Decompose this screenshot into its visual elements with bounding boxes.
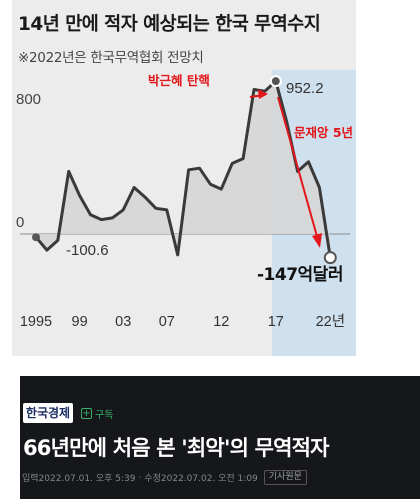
chart-subtitle: ※2022년은 한국무역협회 전망치 <box>18 50 204 66</box>
x-tick-2003: 03 <box>115 314 131 330</box>
series-area <box>36 81 331 258</box>
annotation-impeachment: 박근혜 탄핵 <box>148 73 210 88</box>
article-meta: 입력2022.07.01. 오후 5:39 · 수정2022.07.02. 오전… <box>22 470 307 485</box>
label-last-value: -147억달러 <box>257 264 343 285</box>
y-tick-0: 0 <box>16 214 24 231</box>
edit-date: 수정2022.07.02. 오전 1:09 <box>144 474 258 484</box>
x-tick-2022: 22년 <box>316 313 345 330</box>
label-max-value: 952.2 <box>286 80 324 97</box>
press-logo[interactable]: 한국경제 <box>23 403 73 423</box>
original-article-button[interactable]: 기사원문 <box>263 470 307 485</box>
label-min-value: -100.6 <box>66 242 109 259</box>
x-tick-1999: 99 <box>72 314 88 330</box>
meta-separator: · <box>138 472 142 483</box>
input-date: 입력2022.07.01. 오후 5:39 <box>22 474 136 484</box>
data-point-2017 <box>269 75 282 88</box>
article-header <box>20 376 420 499</box>
chart-title: 14년 만에 적자 예상되는 한국 무역수지 <box>18 14 321 35</box>
x-tick-2007: 07 <box>159 314 175 330</box>
arrow-impeachment-head <box>258 89 268 99</box>
series-line <box>34 79 332 258</box>
subscribe-button[interactable]: + 구독 <box>81 406 114 421</box>
section-gap <box>0 362 420 376</box>
subscribe-label: 구독 <box>95 409 114 421</box>
data-point-2022 <box>323 251 337 265</box>
line-chart: 800 0 1995 99 03 07 12 17 22년 -100.6 952.2 -147억달러 박… <box>16 70 356 356</box>
annotation-five-years: 문재앙 5년 <box>294 125 353 140</box>
y-tick-800: 800 <box>16 91 41 108</box>
x-tick-2017: 17 <box>268 314 284 330</box>
plus-icon: + <box>81 407 92 419</box>
x-tick-2012: 12 <box>213 314 229 330</box>
chart-card: 14년 만에 적자 예상되는 한국 무역수지 ※2022년은 한국무역협회 전망… <box>12 0 356 356</box>
x-tick-1995: 1995 <box>20 314 52 330</box>
data-point-1995 <box>32 233 40 242</box>
arrow-five-years-line <box>277 96 319 241</box>
article-headline: 66년만에 처음 본 '최악'의 무역적자 <box>23 436 329 460</box>
arrow-five-years-head <box>312 233 322 248</box>
